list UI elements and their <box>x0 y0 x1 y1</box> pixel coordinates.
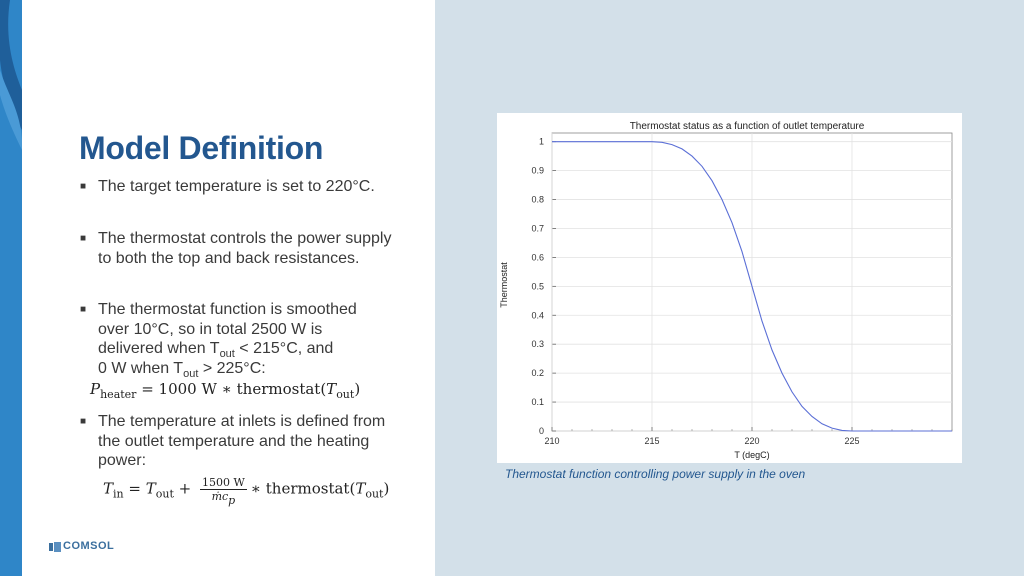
comsol-logo-icon <box>49 542 61 552</box>
bullet-marker: ■ <box>80 416 87 427</box>
decorative-edge-strip <box>0 0 22 576</box>
y-tick-label: 1 <box>539 137 544 147</box>
x-tick-label: 215 <box>644 436 659 446</box>
y-axis-label: Thermostat <box>499 262 509 308</box>
bullet-text: The target temperature is set to 220°C. <box>98 178 375 195</box>
y-tick-label: 0 <box>539 426 544 436</box>
bullet-marker: ■ <box>80 181 87 192</box>
y-tick-label: 0.3 <box>531 339 544 349</box>
bullet-text: The temperature at inlets is defined fro… <box>98 413 386 469</box>
y-tick-label: 0.7 <box>531 223 544 233</box>
y-tick-label: 0.6 <box>531 252 544 262</box>
chart-svg: 0 0.1 0.2 0.3 0.4 0.5 0.6 0.7 0.8 0.9 1 210 215 220 22… <box>499 121 953 460</box>
y-tick-label: 0.1 <box>531 397 544 407</box>
x-tick-label: 225 <box>844 436 859 446</box>
x-tick-label: 210 <box>544 436 559 446</box>
bullet-marker: ■ <box>80 304 87 315</box>
decorative-edge-wave <box>0 0 22 150</box>
chart-title: Thermostat status as a function of outle… <box>630 121 865 132</box>
y-tick-label: 0.5 <box>531 281 544 291</box>
y-tick-label: 0.2 <box>531 368 544 378</box>
y-tick-label: 0.9 <box>531 166 544 176</box>
bullet-text: The thermostat controls the power supply… <box>98 230 392 267</box>
logo-text: COMSOL <box>63 540 115 552</box>
y-tick-label: 0.8 <box>531 195 544 205</box>
bullet-marker: ■ <box>80 233 87 244</box>
series-line <box>552 141 952 432</box>
heater-power-formula: Pheater = 1000 W ∗ thermostat(Tout) <box>90 380 361 401</box>
slide-title: Model Definition <box>79 130 324 166</box>
x-tick-label: 220 <box>744 436 759 446</box>
x-axis-label: T (degC) <box>734 450 769 460</box>
bullet-text: The thermostat function is smoothed over… <box>98 301 357 380</box>
thermostat-chart: 0 0.1 0.2 0.3 0.4 0.5 0.6 0.7 0.8 0.9 1 210 215 220 22… <box>497 113 962 463</box>
y-tick-label: 0.4 <box>531 310 544 320</box>
chart-caption: Thermostat function controlling power su… <box>505 467 806 481</box>
